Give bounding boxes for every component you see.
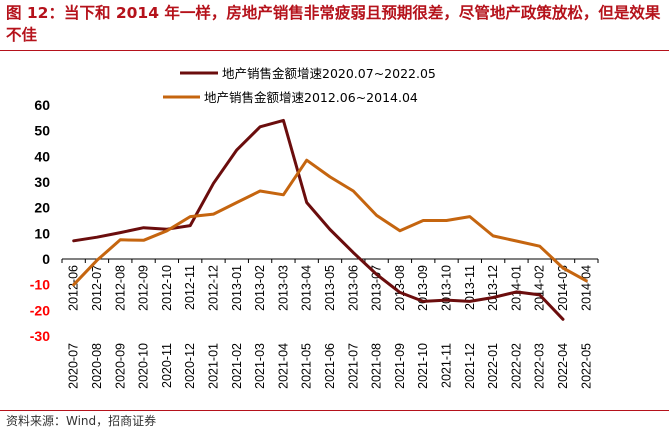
outer-category-label: 2020-10 (137, 343, 151, 389)
y-tick-label: 60 (34, 97, 50, 113)
inner-category-label: 2013-05 (323, 265, 337, 311)
y-axis: 60 50 40 30 20 10 0 -10 -20 -30 (30, 97, 50, 344)
inner-category-label: 2013-03 (276, 265, 290, 311)
outer-category-label: 2021-03 (253, 343, 267, 389)
inner-category-label: 2012-07 (90, 265, 104, 311)
inner-category-label: 2012-09 (137, 265, 151, 311)
inner-category-label: 2012-11 (183, 265, 197, 310)
outer-category-label: 2021-10 (416, 343, 430, 389)
outer-category-labels: 2020-07 2020-08 2020-09 2020-10 2020-11 2020-… (67, 343, 594, 389)
source-divider (0, 410, 669, 411)
inner-category-label: 2013-04 (300, 265, 314, 311)
outer-category-label: 2021-04 (276, 343, 290, 389)
y-tick-label: 40 (34, 148, 50, 164)
inner-category-label: 2013-11 (463, 265, 477, 310)
y-tick-label: 30 (34, 174, 50, 190)
title-divider (0, 50, 669, 51)
outer-category-label: 2021-06 (323, 343, 337, 389)
inner-category-label: 2013-09 (416, 265, 430, 311)
x-axis (61, 258, 599, 263)
legend: 地产销售金额增速2020.07~2022.05 地产销售金额增速2012.06~… (163, 66, 436, 105)
inner-category-label: 2013-01 (230, 265, 244, 311)
inner-category-label: 2014-02 (533, 265, 547, 311)
outer-category-label: 2022-05 (579, 343, 593, 389)
inner-category-label: 2013-12 (486, 265, 500, 311)
outer-category-label: 2021-05 (300, 343, 314, 389)
y-tick-label: -30 (30, 328, 50, 344)
outer-category-label: 2022-02 (509, 343, 523, 389)
outer-category-label: 2020-12 (183, 343, 197, 389)
y-tick-label: -10 (30, 277, 50, 293)
outer-category-label: 2020-08 (90, 343, 104, 389)
outer-category-label: 2022-01 (486, 343, 500, 389)
inner-category-label: 2012-10 (160, 265, 174, 311)
outer-category-label: 2020-07 (67, 343, 81, 389)
series-lines (72, 118, 588, 321)
source-note: 资料来源：Wind，招商证券 (6, 414, 157, 428)
inner-category-label: 2013-08 (393, 265, 407, 311)
outer-category-label: 2020-11 (160, 343, 174, 388)
inner-category-label: 2013-10 (440, 265, 454, 311)
outer-category-label: 2021-11 (440, 343, 454, 388)
y-tick-label: 50 (34, 123, 50, 139)
outer-category-label: 2021-02 (230, 343, 244, 389)
series-line-2 (72, 158, 588, 287)
inner-category-label: 2012-08 (113, 265, 127, 311)
outer-category-label: 2020-09 (113, 343, 127, 389)
inner-category-label: 2014-04 (579, 265, 593, 311)
outer-category-label: 2022-04 (556, 343, 570, 389)
figure-title: 图 12：当下和 2014 年一样，房地产销售非常疲弱且预期很差，尽管地产政策放… (6, 4, 661, 44)
outer-category-label: 2021-12 (463, 343, 477, 389)
y-tick-label: 20 (34, 200, 50, 216)
outer-category-label: 2021-08 (370, 343, 384, 389)
y-tick-label: 10 (34, 225, 50, 241)
inner-category-label: 2014-03 (556, 265, 570, 311)
y-tick-label: -20 (30, 302, 50, 318)
legend-label-series-2: 地产销售金额增速2012.06~2014.04 (204, 90, 418, 105)
inner-category-label: 2012-12 (206, 265, 220, 311)
inner-category-label: 2013-06 (346, 265, 360, 311)
inner-category-label: 2014-01 (509, 265, 523, 311)
outer-category-label: 2022-03 (533, 343, 547, 389)
outer-category-label: 2021-09 (393, 343, 407, 389)
outer-category-label: 2021-07 (346, 343, 360, 389)
inner-category-label: 2013-02 (253, 265, 267, 311)
inner-category-labels: 2012-06 2012-07 2012-08 2012-09 2012-10 2012-… (67, 265, 594, 311)
series-line-1 (72, 118, 565, 321)
legend-label-series-1: 地产销售金额增速2020.07~2022.05 (222, 66, 436, 81)
inner-category-label: 2012-06 (67, 265, 81, 311)
y-tick-label: 0 (42, 251, 50, 267)
outer-category-label: 2021-01 (206, 343, 220, 389)
